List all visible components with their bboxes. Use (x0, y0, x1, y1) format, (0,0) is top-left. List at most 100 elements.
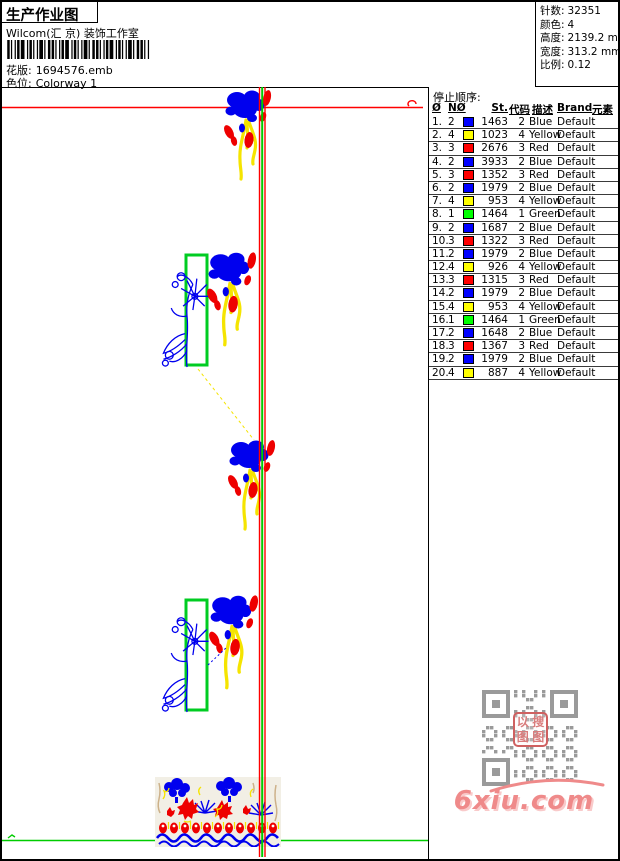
color-swatch (463, 222, 474, 233)
bottom-guide-start-tick (7, 834, 16, 839)
row-stitches: 1464 (481, 208, 508, 221)
image-search-stamp: 以 搜 图 图 (513, 712, 548, 747)
row-color-name: Yellow (529, 261, 562, 274)
row-stitches: 1979 (481, 247, 508, 260)
row-color-name: Red (529, 340, 549, 353)
color-swatch (463, 328, 474, 338)
row-brand: Default (557, 300, 596, 313)
row-needle: 2 (448, 327, 455, 339)
width-row: 宽度: 313.2 mm (540, 45, 620, 58)
color-swatch (463, 275, 474, 286)
row-needle: 3 (448, 340, 455, 353)
color-swatch (463, 156, 474, 167)
height-value: 2139.2 mm (567, 32, 618, 45)
color-swatch (463, 301, 474, 312)
color-count-row: 颜色: 4 (540, 18, 575, 31)
row-code: 2 (518, 221, 525, 234)
row-color-name: Blue (529, 327, 553, 339)
table-row: 1. 2 1463 2 Blue Default (429, 116, 618, 130)
row-code: 4 (518, 261, 525, 274)
row-brand: Default (557, 129, 596, 142)
vine-group-1 (161, 250, 257, 368)
row-index: 11. (432, 247, 449, 260)
page-title: 生产作业图 (2, 2, 98, 24)
col-header-brand: Brand (557, 102, 593, 114)
row-code: 2 (518, 155, 525, 168)
table-row: 15. 4 953 4 Yellow Default (429, 300, 618, 314)
row-needle: 2 (448, 221, 455, 234)
scale-value: 0.12 (567, 59, 591, 72)
travel-stitch-yellow (197, 368, 255, 441)
table-row: 20. 4 887 4 Yellow Default (429, 366, 618, 380)
color-swatch (463, 354, 474, 365)
row-stitches: 1464 (481, 313, 508, 326)
row-code: 3 (518, 168, 525, 181)
row-index: 16. (432, 313, 449, 326)
row-color-name: Red (529, 142, 549, 155)
color-swatch (463, 169, 474, 180)
color-swatch (463, 314, 474, 325)
scale-row: 比例: 0.12 (540, 59, 591, 72)
row-brand: Default (557, 274, 596, 287)
row-code: 1 (518, 313, 525, 326)
row-color-name: Yellow (529, 300, 562, 313)
row-needle: 2 (448, 353, 455, 366)
row-color-name: Blue (529, 353, 553, 366)
row-stitches: 1687 (481, 221, 508, 234)
row-stitches: 3933 (481, 155, 508, 168)
row-code: 2 (518, 247, 525, 260)
pattern-file: 花版: 1694576.emb (6, 62, 113, 78)
row-index: 19. (432, 353, 449, 366)
color-swatch (463, 209, 474, 220)
row-index: 12. (432, 261, 449, 274)
color-swatch (463, 182, 474, 193)
row-needle: 4 (448, 195, 455, 208)
flower-motif-middle-lower (207, 593, 259, 690)
table-row: 19. 2 1979 2 Blue Default (429, 353, 618, 367)
row-needle: 2 (448, 155, 455, 168)
color-swatch (463, 143, 474, 154)
color-swatch (463, 117, 474, 127)
row-brand: Default (557, 313, 596, 326)
row-code: 3 (518, 274, 525, 287)
color-swatch (463, 262, 474, 273)
row-stitches: 1023 (481, 129, 508, 142)
row-code: 4 (518, 129, 525, 142)
watermark-site: 6xiu.com (453, 786, 595, 816)
row-needle: 2 (448, 181, 455, 194)
placement-rectangle-1 (184, 253, 209, 367)
row-color-name: Red (529, 234, 549, 247)
color-count-value: 4 (567, 18, 575, 31)
row-stitches: 887 (487, 366, 508, 379)
row-index: 15. (432, 300, 449, 313)
table-row: 8. 1 1464 1 Green Default (429, 208, 618, 222)
row-brand: Default (557, 142, 596, 155)
row-brand: Default (557, 155, 596, 168)
row-stitches: 1979 (481, 287, 508, 300)
row-index: 9. (432, 221, 443, 234)
row-code: 3 (518, 340, 525, 353)
table-row: 13. 3 1315 3 Red Default (429, 274, 618, 288)
row-brand: Default (557, 208, 596, 221)
row-index: 3. (432, 142, 443, 155)
flower-motif-middle-upper (205, 250, 257, 347)
row-brand: Default (557, 327, 596, 339)
row-index: 14. (432, 287, 449, 300)
top-guide-end-hook (407, 99, 417, 107)
colorway-label: 色位: (6, 77, 32, 90)
design-canvas (2, 87, 428, 857)
table-row: 12. 4 926 4 Yellow Default (429, 261, 618, 275)
row-needle: 3 (448, 274, 455, 287)
row-color-name: Blue (529, 247, 553, 260)
row-code: 4 (518, 366, 525, 379)
row-stitches: 1463 (481, 116, 508, 128)
row-needle: 3 (448, 168, 455, 181)
color-swatch (463, 288, 474, 299)
table-row: 18. 3 1367 3 Red Default (429, 340, 618, 354)
pattern-label: 花版: (6, 64, 32, 77)
row-color-name: Blue (529, 155, 553, 168)
color-swatch (463, 235, 474, 246)
col-header-elements: 元素 (592, 104, 613, 116)
row-needle: 3 (448, 142, 455, 155)
